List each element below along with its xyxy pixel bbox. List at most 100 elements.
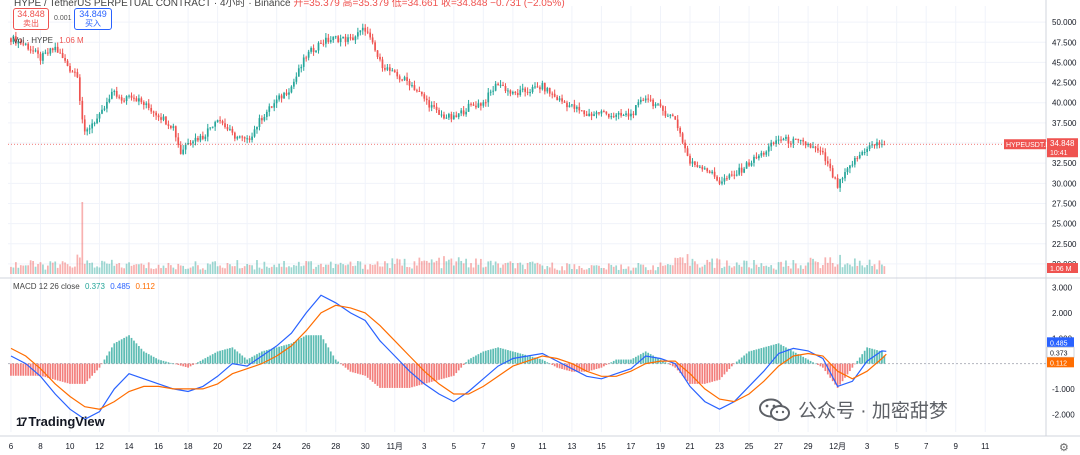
volume-bar xyxy=(374,264,376,274)
candle-body xyxy=(167,124,170,126)
macd-hist-bar xyxy=(566,363,568,371)
macd-hist-bar xyxy=(546,362,549,364)
candle-body xyxy=(231,128,234,133)
volume-bar xyxy=(868,259,871,274)
candle-body xyxy=(716,176,718,181)
volume-bar xyxy=(730,267,733,274)
macd-hist-bar xyxy=(86,363,89,382)
volume-bar xyxy=(366,269,369,274)
candle-body xyxy=(765,151,768,155)
time-tick-label: 5 xyxy=(894,442,899,451)
macd-hist-bar xyxy=(209,355,212,364)
macd-hist-bar xyxy=(607,363,610,365)
candle-body xyxy=(106,101,108,109)
volume-bar xyxy=(713,267,716,274)
macd-hist-bar xyxy=(450,363,453,377)
candle-body xyxy=(504,85,507,91)
candle-body xyxy=(238,136,241,138)
volume-bar xyxy=(615,265,618,274)
candle-body xyxy=(745,162,748,169)
macd-hist-bar xyxy=(460,363,463,368)
volume-bar xyxy=(760,263,763,274)
macd-hist-bar xyxy=(337,361,340,364)
macd-hist-bar xyxy=(600,363,603,368)
volume-bar xyxy=(49,261,52,274)
price-tick-label: 50.000 xyxy=(1052,18,1077,27)
buy-button[interactable]: 34.849 买入 xyxy=(74,8,112,30)
time-tick-label: 10 xyxy=(66,442,75,451)
volume-bar xyxy=(499,267,502,274)
macd-hist-bar xyxy=(790,350,792,364)
macd-legend[interactable]: MACD 12 26 close 0.373 0.485 0.112 xyxy=(13,282,155,291)
volume-bar xyxy=(130,265,133,274)
volume-bar xyxy=(671,265,674,274)
candle-body xyxy=(674,116,677,120)
macd-tag-value: 0.485 xyxy=(1050,340,1068,347)
macd-hist-bar xyxy=(834,363,837,385)
candle-body xyxy=(290,86,293,93)
volume-bar xyxy=(460,260,463,274)
volume-bar xyxy=(762,266,765,274)
macd-hist-bar xyxy=(652,355,654,364)
volume-bar xyxy=(332,268,335,274)
price-tick-label: 30.000 xyxy=(1052,179,1077,188)
macd-hist-bar xyxy=(669,363,672,365)
candle-body xyxy=(502,84,504,86)
candle-body xyxy=(29,49,32,51)
candle-body xyxy=(819,150,822,152)
macd-hist-bar xyxy=(320,335,322,364)
candle-body xyxy=(293,81,295,87)
volume-bar xyxy=(302,265,305,274)
volume-bar xyxy=(605,269,608,274)
candle-body xyxy=(74,71,76,73)
macd-hist-bar xyxy=(497,347,499,364)
macd-hist-bar xyxy=(445,363,448,378)
macd-hist-bar xyxy=(871,348,873,364)
sell-button[interactable]: 34.848 卖出 xyxy=(13,8,49,30)
candle-body xyxy=(718,180,721,184)
volume-bar xyxy=(61,261,64,274)
candle-body xyxy=(635,105,637,116)
price-tick-label: 25.000 xyxy=(1052,220,1077,229)
candle-body xyxy=(140,98,143,103)
macd-hist-bar xyxy=(179,363,182,366)
volume-bar xyxy=(465,258,467,274)
volume-bar xyxy=(182,265,185,274)
candle-body xyxy=(457,113,460,118)
volume-bar xyxy=(83,263,86,274)
macd-hist-bar xyxy=(519,353,522,364)
tradingview-logo[interactable]: 17 TradingView xyxy=(16,414,105,429)
candle-body xyxy=(329,40,332,42)
candle-body xyxy=(302,57,305,67)
macd-hist-bar xyxy=(839,363,841,385)
candle-body xyxy=(34,50,37,52)
macd-hist-bar xyxy=(29,363,32,376)
volume-bar xyxy=(652,265,654,274)
volume-bar xyxy=(211,261,214,274)
candle-body xyxy=(233,132,236,139)
candle-body xyxy=(546,87,549,92)
volume-legend[interactable]: Vol · HYPE 1.06 M xyxy=(13,36,84,45)
volume-bar xyxy=(686,254,689,274)
settings-gear-icon[interactable]: ⚙ xyxy=(1059,442,1069,454)
volume-bar xyxy=(482,267,485,274)
macd-hist-bar xyxy=(620,359,622,364)
macd-hist-bar xyxy=(671,363,674,367)
volume-bar xyxy=(81,202,84,274)
macd-hist-bar xyxy=(15,363,17,376)
macd-hist-bar xyxy=(152,356,155,364)
volume-bar xyxy=(145,268,148,274)
macd-hist-bar xyxy=(201,359,204,364)
candle-body xyxy=(418,90,421,92)
tradingview-logo-text: TradingView xyxy=(28,414,105,429)
candle-body xyxy=(216,120,219,123)
macd-hist-bar xyxy=(728,363,731,370)
macd-lines xyxy=(10,294,887,420)
volume-bar xyxy=(275,267,278,274)
macd-hist-bar xyxy=(684,363,686,379)
price-tick-label: 27.500 xyxy=(1052,199,1077,208)
time-tick-label: 24 xyxy=(272,442,281,451)
volume-bar xyxy=(106,263,108,274)
macd-hist-bar xyxy=(347,363,349,370)
